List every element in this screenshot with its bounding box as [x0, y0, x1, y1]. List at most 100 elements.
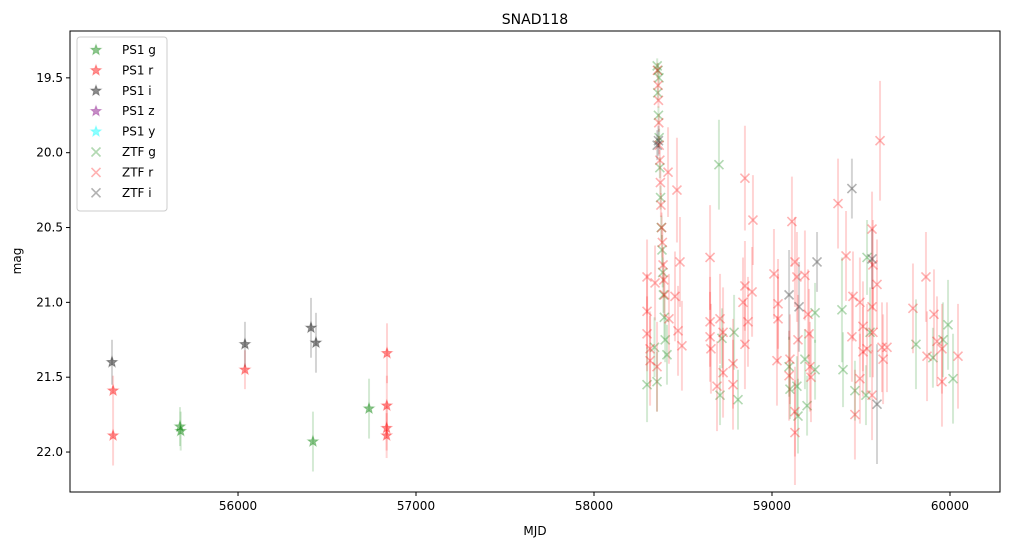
data-point [645, 343, 656, 354]
data-point [771, 355, 783, 366]
legend-marker [89, 63, 103, 77]
data-point [657, 267, 668, 278]
data-point [713, 159, 725, 170]
data-point [649, 342, 660, 353]
x-tick-label: 57000 [397, 499, 435, 513]
legend-box [76, 36, 168, 212]
data-point [714, 313, 726, 324]
data-point [653, 80, 664, 91]
data-point [792, 411, 804, 422]
data-point [803, 328, 815, 339]
data-point [704, 316, 716, 327]
data-point [739, 339, 751, 350]
data-point [937, 334, 949, 345]
data-point [742, 316, 754, 327]
data-point [811, 256, 823, 268]
data-point [174, 424, 188, 437]
series-ps1-r [106, 323, 394, 466]
legend-entry: PS1 i [89, 83, 152, 98]
data-point [854, 373, 865, 384]
data-point [737, 297, 749, 308]
legend-label: ZTF r [122, 165, 153, 179]
data-point [936, 376, 948, 387]
data-point [729, 327, 740, 338]
legend-entry: ZTF g [90, 145, 156, 159]
legend-label: PS1 y [122, 125, 155, 139]
legend-label: PS1 r [122, 63, 153, 77]
data-point [871, 399, 883, 410]
data-point [705, 343, 717, 354]
data-point [653, 65, 664, 76]
data-point [716, 333, 728, 344]
data-point [711, 381, 723, 392]
legend-entry: PS1 r [89, 63, 153, 77]
data-point [652, 65, 663, 76]
data-point [876, 342, 888, 353]
y-tick-label: 21.0 [36, 295, 63, 309]
data-point [861, 343, 873, 354]
data-point [874, 135, 886, 146]
data-point [931, 336, 943, 347]
data-point [799, 270, 810, 281]
data-point [657, 237, 668, 248]
data-point [732, 394, 744, 405]
data-point [772, 313, 784, 324]
legend-marker [89, 104, 103, 117]
x-axis-label: MJD [523, 524, 546, 538]
data-point [866, 223, 878, 235]
data-point [651, 361, 663, 372]
data-point [907, 303, 919, 314]
legend-entry: ZTF r [90, 165, 153, 179]
data-point [658, 289, 669, 300]
data-point [173, 419, 187, 433]
data-point [658, 274, 669, 285]
data-point [881, 342, 893, 353]
data-point [857, 346, 869, 357]
data-point [653, 117, 664, 128]
data-point [784, 289, 795, 300]
data-point [653, 110, 664, 121]
data-point [801, 400, 813, 411]
data-point [106, 383, 120, 397]
chart-title: SNAD118 [502, 12, 568, 28]
data-point [659, 312, 670, 323]
data-point [786, 216, 797, 227]
series-ztf-i [652, 125, 883, 465]
data-point [652, 60, 663, 71]
data-point [641, 328, 653, 339]
legend-marker [89, 43, 103, 56]
legend-label: ZTF g [122, 145, 156, 159]
y-tick-label: 19.5 [36, 71, 63, 85]
data-point [871, 279, 883, 290]
data-point [920, 271, 932, 282]
legend-marker [89, 83, 103, 97]
data-point [836, 304, 848, 315]
data-point [866, 301, 878, 312]
series-ps1-g [173, 378, 376, 472]
data-point [654, 132, 665, 143]
data-point [380, 346, 394, 359]
data-point [727, 379, 739, 390]
data-point [380, 398, 394, 412]
data-point [661, 349, 673, 360]
plot-marks [105, 58, 964, 485]
data-point [641, 271, 653, 282]
data-point [784, 384, 796, 395]
data-point [805, 372, 817, 383]
legend-entry: PS1 y [89, 125, 155, 139]
legend: PS1 g PS1 r PS1 i PS1 z PS1 y ZTF g ZTF r ZTF i [76, 36, 168, 212]
data-point [671, 185, 683, 196]
series-ps1-i [105, 297, 323, 385]
data-point [792, 334, 804, 345]
legend-entry: PS1 z [89, 104, 155, 118]
data-point [660, 334, 671, 345]
data-point [784, 354, 796, 365]
data-point [657, 259, 669, 271]
data-point [663, 313, 675, 324]
data-point [672, 325, 684, 336]
data-point [936, 343, 948, 354]
data-point [840, 250, 852, 262]
y-tick-label: 22.0 [36, 445, 63, 459]
data-point [676, 340, 687, 351]
data-point [861, 252, 873, 263]
